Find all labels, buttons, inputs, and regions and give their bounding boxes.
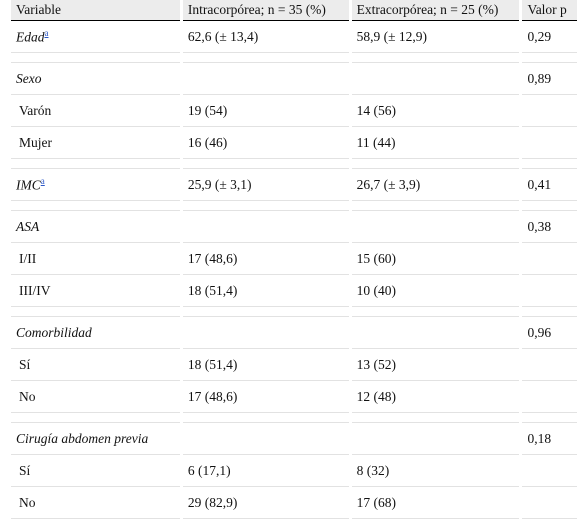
cell-p xyxy=(522,455,577,487)
row-label: Mujer xyxy=(11,127,180,159)
row-label: Sí xyxy=(11,455,180,487)
row-spacer xyxy=(11,159,577,169)
row-label: Edada xyxy=(11,21,180,53)
header-p-value: Valor p xyxy=(522,0,577,21)
cell-p xyxy=(522,349,577,381)
table-row-cirugia-si: Sí 6 (17,1) 8 (32) xyxy=(11,455,577,487)
cell-p xyxy=(522,127,577,159)
cell-extra: 10 (40) xyxy=(351,275,520,307)
row-label: III/IV xyxy=(11,275,180,307)
cell-intra: 29 (82,9) xyxy=(182,487,349,519)
cell-extra xyxy=(351,63,520,95)
cell-intra xyxy=(182,63,349,95)
cell-intra: 16 (46) xyxy=(182,127,349,159)
table-row-asa: ASA 0,38 xyxy=(11,211,577,243)
cell-extra xyxy=(351,317,520,349)
footnote-link[interactable]: a xyxy=(44,28,49,39)
row-label: No xyxy=(11,487,180,519)
table-row-comorbilidad-si: Sí 18 (51,4) 13 (52) xyxy=(11,349,577,381)
cell-intra: 62,6 (± 13,4) xyxy=(182,21,349,53)
cell-p: 0,96 xyxy=(522,317,577,349)
cell-p xyxy=(522,381,577,413)
row-label: Comorbilidad xyxy=(11,317,180,349)
cell-p: 0,38 xyxy=(522,211,577,243)
table-row-cirugia: Cirugía abdomen previa 0,18 xyxy=(11,423,577,455)
cell-p: 0,29 xyxy=(522,21,577,53)
row-label: Sexo xyxy=(11,63,180,95)
table-row-mujer: Mujer 16 (46) 11 (44) xyxy=(11,127,577,159)
row-spacer xyxy=(11,307,577,317)
cell-extra: 15 (60) xyxy=(351,243,520,275)
header-extracorporea: Extracorpórea; n = 25 (%) xyxy=(351,0,520,21)
cell-intra xyxy=(182,211,349,243)
cell-intra: 18 (51,4) xyxy=(182,349,349,381)
cell-p: 0,18 xyxy=(522,423,577,455)
table-row-comorbilidad: Comorbilidad 0,96 xyxy=(11,317,577,349)
cell-intra: 25,9 (± 3,1) xyxy=(182,169,349,201)
row-label: IMCa xyxy=(11,169,180,201)
cell-p xyxy=(522,487,577,519)
table-row-asa-1-2: I/II 17 (48,6) 15 (60) xyxy=(11,243,577,275)
table-row-edad: Edada 62,6 (± 13,4) 58,9 (± 12,9) 0,29 xyxy=(11,21,577,53)
cell-extra: 13 (52) xyxy=(351,349,520,381)
cell-intra: 17 (48,6) xyxy=(182,381,349,413)
table-row-sexo: Sexo 0,89 xyxy=(11,63,577,95)
cell-p xyxy=(522,95,577,127)
cell-extra: 8 (32) xyxy=(351,455,520,487)
table-row-imc: IMCa 25,9 (± 3,1) 26,7 (± 3,9) 0,41 xyxy=(11,169,577,201)
row-label: Varón xyxy=(11,95,180,127)
cell-p xyxy=(522,275,577,307)
row-label: Cirugía abdomen previa xyxy=(11,423,180,455)
footnote-link[interactable]: a xyxy=(40,176,45,187)
row-spacer xyxy=(11,201,577,211)
cell-extra: 11 (44) xyxy=(351,127,520,159)
cell-intra: 17 (48,6) xyxy=(182,243,349,275)
cell-extra: 26,7 (± 3,9) xyxy=(351,169,520,201)
table-row-comorbilidad-no: No 17 (48,6) 12 (48) xyxy=(11,381,577,413)
cell-intra xyxy=(182,423,349,455)
row-spacer xyxy=(11,53,577,63)
row-label: Sí xyxy=(11,349,180,381)
cell-extra xyxy=(351,423,520,455)
cell-extra: 14 (56) xyxy=(351,95,520,127)
cell-intra: 18 (51,4) xyxy=(182,275,349,307)
cell-p: 0,89 xyxy=(522,63,577,95)
cell-intra: 6 (17,1) xyxy=(182,455,349,487)
row-spacer xyxy=(11,413,577,423)
table-row-cirugia-no: No 29 (82,9) 17 (68) xyxy=(11,487,577,519)
cell-extra: 58,9 (± 12,9) xyxy=(351,21,520,53)
cell-p: 0,41 xyxy=(522,169,577,201)
row-label: ASA xyxy=(11,211,180,243)
cell-intra: 19 (54) xyxy=(182,95,349,127)
header-row: Variable Intracorpórea; n = 35 (%) Extra… xyxy=(11,0,577,21)
cell-extra: 17 (68) xyxy=(351,487,520,519)
row-label: No xyxy=(11,381,180,413)
cell-intra xyxy=(182,317,349,349)
cell-p xyxy=(522,243,577,275)
cell-extra: 12 (48) xyxy=(351,381,520,413)
table-row-varon: Varón 19 (54) 14 (56) xyxy=(11,95,577,127)
row-label: I/II xyxy=(11,243,180,275)
header-intracorporea: Intracorpórea; n = 35 (%) xyxy=(182,0,349,21)
table-row-asa-3-4: III/IV 18 (51,4) 10 (40) xyxy=(11,275,577,307)
cell-extra xyxy=(351,211,520,243)
header-variable: Variable xyxy=(11,0,180,21)
patient-characteristics-table: Variable Intracorpórea; n = 35 (%) Extra… xyxy=(8,0,580,519)
